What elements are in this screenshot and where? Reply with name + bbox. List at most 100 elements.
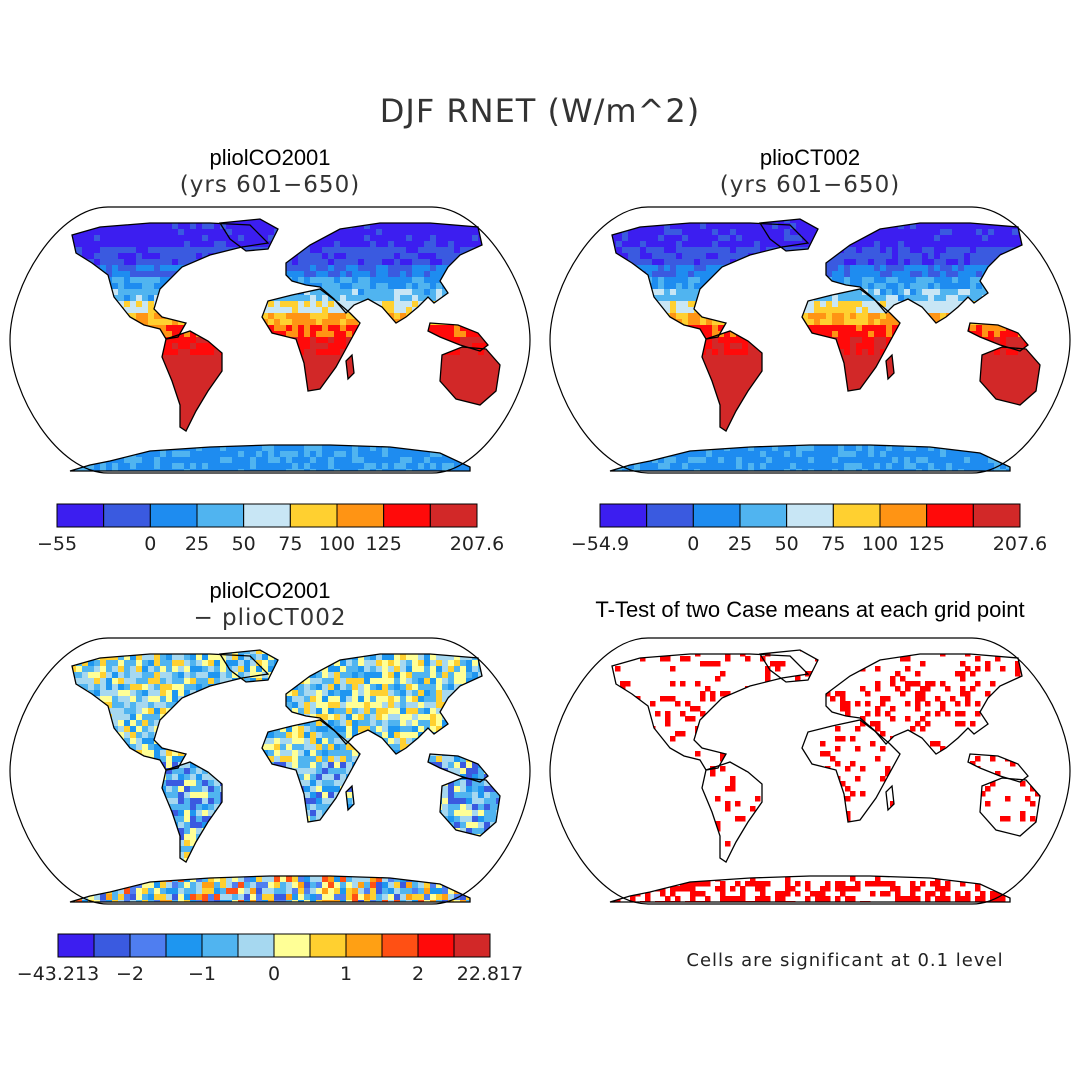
coastline-africa (261, 288, 361, 392)
coastline-sea_islands (967, 753, 1029, 783)
map-frame (549, 637, 1071, 905)
colorbar-swatch (926, 503, 974, 528)
coastline-madagascar (885, 784, 895, 812)
coastline-namerica (71, 653, 270, 771)
colorbar-swatch (289, 503, 338, 528)
panel-c-title: pliolCO2001 (209, 578, 331, 603)
coastline-layer (609, 649, 1041, 903)
colorbar-swatch (149, 503, 198, 528)
panel-a-title: pliolCO2001 (209, 145, 331, 170)
coastline-sea_islands (427, 753, 489, 783)
colorbar-swatch (57, 933, 95, 958)
coastline-madagascar (345, 784, 355, 812)
coastline-eurasia (825, 222, 1023, 324)
colorbar-label: 75 (278, 533, 302, 555)
colorbar-swatch (739, 503, 788, 528)
colorbar-swatch (273, 933, 311, 958)
colorbar-label: 0 (144, 533, 156, 555)
panel-b-subtitle: (yrs 601−650) (719, 172, 901, 198)
colorbar-swatch (381, 933, 419, 958)
coastline-eurasia (285, 653, 483, 755)
coastline-namerica (611, 653, 810, 771)
colorbar-swatch (56, 503, 105, 528)
coastline-antarctica (69, 444, 471, 472)
panel-a-subtitle: (yrs 601−650) (179, 172, 361, 198)
panel-d-title: T-Test of two Case means at each grid po… (595, 597, 1025, 622)
map-frame (9, 206, 531, 474)
colorbar-label: 25 (185, 533, 209, 555)
map-panel-a (9, 206, 531, 474)
colorbar-swatch (599, 503, 648, 528)
colorbar-panel-a: −55 0 25 50 75 100 125 207.6 (37, 503, 504, 555)
coastline-samerica (701, 330, 763, 432)
colorbar-swatch (646, 503, 694, 528)
colorbar-label: 22.817 (457, 963, 523, 985)
coastline-eurasia (285, 222, 483, 324)
map-frame (549, 206, 1071, 474)
colorbar-label: 207.6 (993, 533, 1047, 555)
field-layer (610, 219, 1040, 471)
coastline-madagascar (885, 353, 895, 381)
coastline-greenland (218, 218, 279, 252)
colorbar-label: 0 (268, 963, 280, 985)
coastline-sea_islands (427, 322, 489, 352)
colorbar-swatch (345, 933, 383, 958)
colorbar-label: 50 (775, 533, 799, 555)
colorbar-label: 25 (728, 533, 752, 555)
colorbar-swatch (237, 933, 275, 958)
colorbar-swatch (383, 503, 431, 528)
coastline-layer (609, 218, 1041, 472)
colorbar-swatch (429, 503, 478, 528)
colorbar-swatch (93, 933, 131, 958)
colorbar-swatch (692, 503, 741, 528)
colorbar-swatch (201, 933, 239, 958)
colorbar-swatch (243, 503, 291, 528)
colorbar-swatch (103, 503, 151, 528)
coastline-antarctica (69, 875, 471, 903)
coastline-samerica (161, 330, 223, 432)
panel-b-title: plioCT002 (759, 145, 861, 170)
colorbar-swatch (879, 503, 928, 528)
colorbar-label: −54.9 (571, 533, 629, 555)
colorbar-swatch (832, 503, 881, 528)
coastline-samerica (161, 761, 223, 863)
colorbar-label: 75 (821, 533, 845, 555)
coastline-africa (261, 719, 361, 823)
colorbar-swatch (453, 933, 491, 958)
figure-title: DJF RNET (W/m^2) (379, 92, 701, 130)
coastline-greenland (758, 218, 819, 252)
map-frame (9, 637, 531, 905)
coastline-africa (801, 288, 901, 392)
colorbar-label: −43.213 (17, 963, 99, 985)
coastline-greenland (218, 649, 279, 683)
colorbar-swatch (417, 933, 455, 958)
coastline-greenland (758, 649, 819, 683)
panel-c-subtitle: − plioCT002 (193, 605, 347, 631)
colorbar-label: −55 (37, 533, 77, 555)
colorbar-label: 0 (687, 533, 699, 555)
colorbar-swatch (129, 933, 167, 958)
coastline-sea_islands (967, 322, 1029, 352)
colorbar-label: 50 (232, 533, 256, 555)
colorbar-label: 100 (862, 533, 898, 555)
colorbar-swatch (972, 503, 1021, 528)
colorbar-swatch (309, 933, 347, 958)
coastline-africa (801, 719, 901, 823)
coastline-layer (69, 649, 501, 903)
colorbar-label: 207.6 (450, 533, 504, 555)
map-panel-b (549, 206, 1071, 474)
colorbar-label: 125 (909, 533, 945, 555)
field-layer (70, 219, 500, 471)
colorbar-swatch (336, 503, 385, 528)
map-panel-c (9, 637, 531, 905)
field-layer (70, 650, 500, 902)
colorbar-label: −2 (116, 963, 144, 985)
colorbar-swatch (165, 933, 203, 958)
colorbar-label: 2 (412, 963, 424, 985)
colorbar-label: −1 (188, 963, 216, 985)
coastline-samerica (701, 761, 763, 863)
coastline-antarctica (609, 875, 1011, 903)
colorbar-swatch (786, 503, 834, 528)
significance-note: Cells are significant at 0.1 level (686, 950, 1004, 971)
coastline-layer (69, 218, 501, 472)
